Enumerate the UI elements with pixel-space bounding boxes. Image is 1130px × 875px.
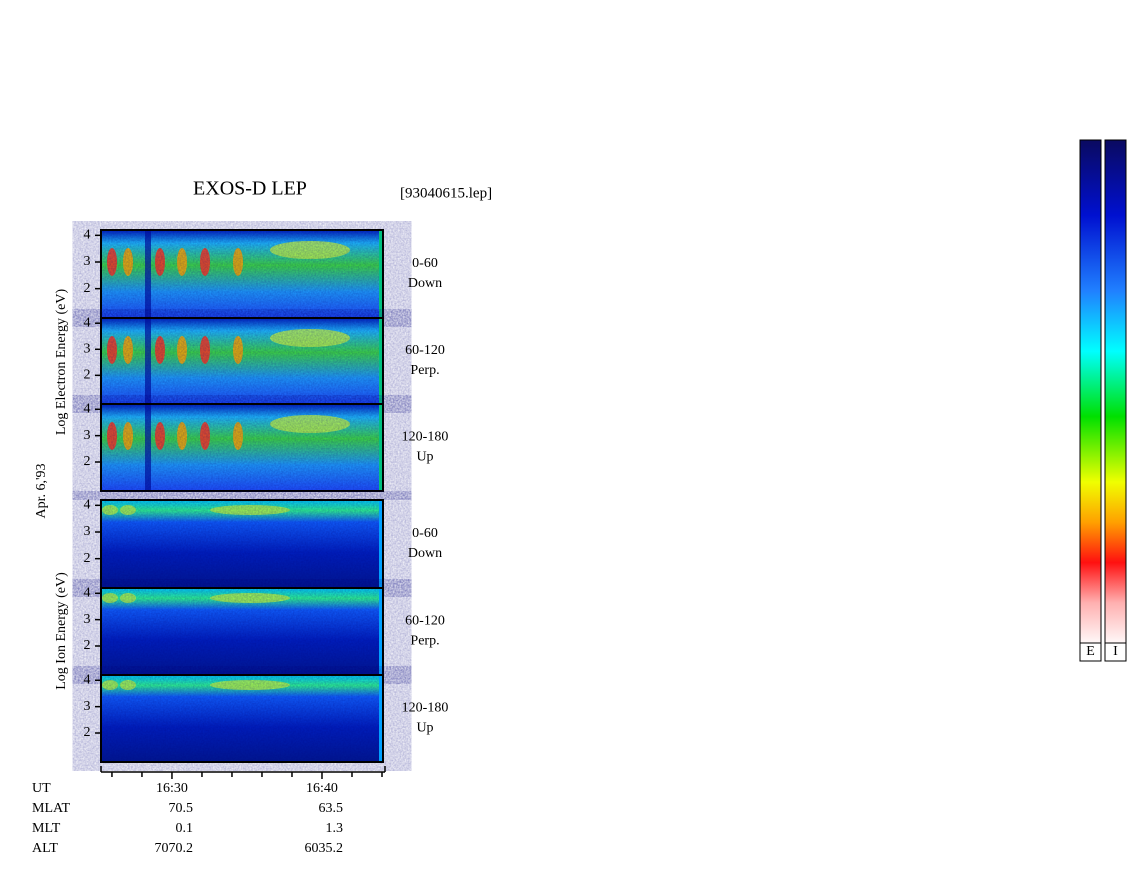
ephemeris-label: MLT: [32, 821, 61, 836]
x-tick-label: 16:40: [306, 781, 338, 796]
pitch-range: 120-180: [402, 430, 449, 445]
pitch-direction: Perp.: [410, 363, 439, 378]
color-bar: [1104, 139, 1127, 644]
y-tick-label: 2: [84, 638, 91, 653]
ephemeris-value: 7070.2: [155, 841, 194, 856]
ephemeris-value: 63.5: [319, 801, 344, 816]
spectrogram-noise: [101, 500, 383, 588]
file-name: [93040615.lep]: [400, 185, 492, 201]
electron-axis-label: Log Electron Energy (eV): [54, 289, 69, 436]
y-tick-label: 2: [84, 725, 91, 740]
color-bar-label-box: [1104, 642, 1127, 662]
spectrogram-noise: [101, 675, 383, 762]
panel-edge: [379, 588, 383, 675]
pitch-range: 120-180: [402, 701, 449, 716]
spectrogram-noise: [101, 588, 383, 675]
y-tick-label: 2: [84, 551, 91, 566]
y-tick-label: 3: [84, 428, 91, 443]
color-bar-label: I: [1113, 644, 1118, 659]
pitch-direction: Down: [408, 276, 442, 291]
y-tick-label: 3: [84, 699, 91, 714]
pitch-direction: Perp.: [410, 634, 439, 649]
y-tick-label: 2: [84, 454, 91, 469]
panel-frame: [100, 403, 384, 492]
color-bar-label: E: [1086, 644, 1095, 659]
pitch-range: 0-60: [412, 256, 438, 271]
y-tick-label: 3: [84, 254, 91, 269]
color-bar: [1079, 139, 1102, 644]
pitch-range: 60-120: [405, 343, 445, 358]
pitch-direction: Up: [416, 450, 433, 465]
pitch-direction: Up: [416, 721, 433, 736]
panel-edge: [379, 230, 383, 318]
y-tick-label: 4: [84, 315, 91, 330]
panel-edge: [379, 500, 383, 588]
y-tick-label: 2: [84, 368, 91, 383]
y-tick-label: 3: [84, 524, 91, 539]
y-tick-label: 3: [84, 341, 91, 356]
y-tick-label: 4: [84, 585, 91, 600]
pitch-range: 60-120: [405, 614, 445, 629]
ephemeris-value: 1.3: [326, 821, 344, 836]
y-tick-label: 4: [84, 498, 91, 513]
ephemeris-label: UT: [32, 781, 51, 796]
ephemeris-value: 70.5: [169, 801, 194, 816]
ephemeris-value: 6035.2: [305, 841, 344, 856]
spectrogram-noise: [101, 230, 383, 318]
ephemeris-value: 0.1: [176, 821, 194, 836]
y-tick-label: 4: [84, 401, 91, 416]
color-bar-label-box: [1079, 642, 1102, 662]
panel-edge: [379, 675, 383, 762]
y-tick-label: 3: [84, 612, 91, 627]
title: EXOS-D LEP: [193, 178, 307, 200]
y-tick-label: 4: [84, 228, 91, 243]
x-tick-label: 16:30: [156, 781, 188, 796]
spectrogram-noise: [101, 404, 383, 491]
panel-edge: [379, 318, 383, 404]
y-tick-label: 2: [84, 281, 91, 296]
ephemeris-label: MLAT: [32, 801, 71, 816]
y-tick-label: 4: [84, 672, 91, 687]
ephemeris-label: ALT: [32, 841, 58, 856]
panel-frame: [100, 674, 384, 763]
ion-axis-label: Log Ion Energy (eV): [54, 572, 69, 690]
panel-edge: [379, 404, 383, 491]
spectrogram-noise: [101, 318, 383, 404]
date: Apr. 6,'93: [34, 463, 49, 518]
pitch-range: 0-60: [412, 526, 438, 541]
pitch-direction: Down: [408, 546, 442, 561]
